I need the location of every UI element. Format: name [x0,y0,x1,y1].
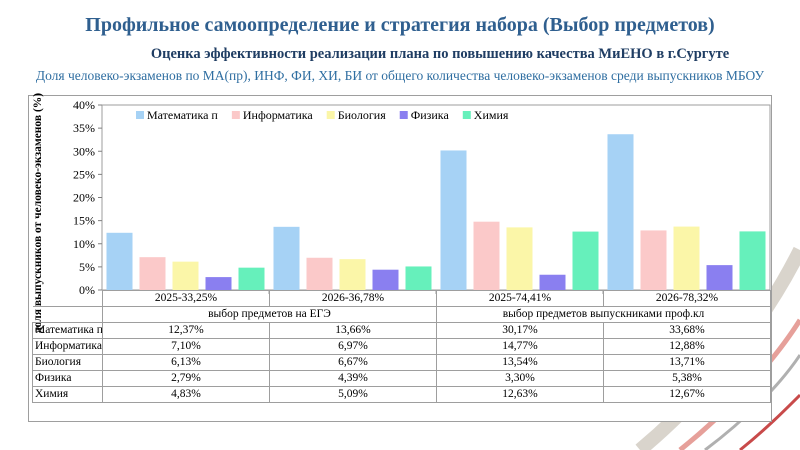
category-label: 2026-36,78% [269,290,437,307]
table-row: выбор предметов на ЕГЭ выбор предметов вы… [32,306,771,323]
series-row-label: Физика [32,370,103,387]
bar [506,227,533,290]
series-row-label: Информатика [32,338,103,355]
slide-title: Профильное самоопределение и стратегия н… [85,14,715,36]
legend-swatch [326,111,335,119]
decor-curve [739,393,800,450]
group-label: выбор предметов на ЕГЭ [102,306,437,323]
bar [238,267,265,290]
legend-label: Химия [474,108,509,122]
bar [473,221,500,290]
legend-label: Физика [411,108,450,122]
table-row: Биология 6,13% 6,67% 13,54% 13,71% [32,354,771,371]
data-cell: 14,77% [436,338,604,355]
data-cell: 3,30% [436,370,604,387]
legend-label: Биология [338,108,386,122]
y-tick-label: 30% [73,144,95,158]
data-cell: 30,17% [436,322,604,339]
data-table: 2025-33,25% 2026-36,78% 2025-74,41% 2026-78… [32,290,771,403]
bar [139,257,166,290]
bar [405,266,432,290]
table-corner [32,306,103,323]
bar [572,231,599,290]
bar [607,134,634,290]
data-cell: 5,38% [603,370,771,387]
legend-swatch [231,111,240,119]
data-cell: 7,10% [102,338,270,355]
data-cell: 13,54% [436,354,604,371]
slide-description: Доля человеко-экзаменов по МА(пр), ИНФ, … [35,68,765,83]
bar [539,274,566,290]
y-tick-label: 15% [73,214,95,228]
data-cell: 4,39% [269,370,437,387]
series-row-label: Биология [32,354,103,371]
data-cell: 5,09% [269,386,437,403]
table-row: 2025-33,25% 2026-36,78% 2025-74,41% 2026-78… [32,290,771,307]
bar [205,277,232,290]
y-tick-label: 40% [73,98,95,112]
data-cell: 13,66% [269,322,437,339]
legend-label: Математика п [147,108,218,122]
slide-subtitle: Оценка эффективности реализации плана по… [150,46,730,62]
bar [739,231,766,290]
y-tick-label: 35% [73,121,95,135]
data-cell: 6,67% [269,354,437,371]
series-row-label: Химия [32,386,103,403]
data-cell: 4,83% [102,386,270,403]
legend-swatch [462,111,471,119]
data-cell: 12,88% [603,338,771,355]
y-tick-label: 10% [73,237,95,251]
y-tick-label: 25% [73,167,95,181]
data-cell: 13,71% [603,354,771,371]
bar [306,257,333,290]
table-corner [32,290,103,307]
bar [440,150,467,290]
legend-label: Информатика [243,108,314,122]
bar [673,226,700,290]
series-row-label: Математика п [32,322,103,339]
bar [172,261,199,290]
bar [339,259,366,290]
category-label: 2026-78,32% [603,290,771,307]
table-row: Физика 2,79% 4,39% 3,30% 5,38% [32,370,771,387]
data-cell: 12,63% [436,386,604,403]
y-tick-label: 5% [79,260,95,274]
data-cell: 12,37% [102,322,270,339]
category-label: 2025-74,41% [436,290,604,307]
table-row: Химия 4,83% 5,09% 12,63% 12,67% [32,386,771,403]
data-cell: 6,13% [102,354,270,371]
y-tick-label: 20% [73,191,95,205]
plot-area [101,104,771,291]
group-label: выбор предметов выпускниками проф.кл [436,306,771,323]
data-cell: 6,97% [269,338,437,355]
data-cell: 2,79% [102,370,270,387]
legend-swatch [136,111,144,119]
table-row: Информатика 7,10% 6,97% 14,77% 12,88% [32,338,771,355]
bar [372,269,399,290]
data-cell: 33,68% [603,322,771,339]
data-cell: 12,67% [603,386,771,403]
bar [640,230,667,290]
bar [106,232,133,290]
bar [273,226,300,290]
bar [706,265,733,290]
category-label: 2025-33,25% [102,290,270,307]
table-row: Математика п 12,37% 13,66% 30,17% 33,68% [32,322,771,339]
legend-swatch [399,111,408,119]
